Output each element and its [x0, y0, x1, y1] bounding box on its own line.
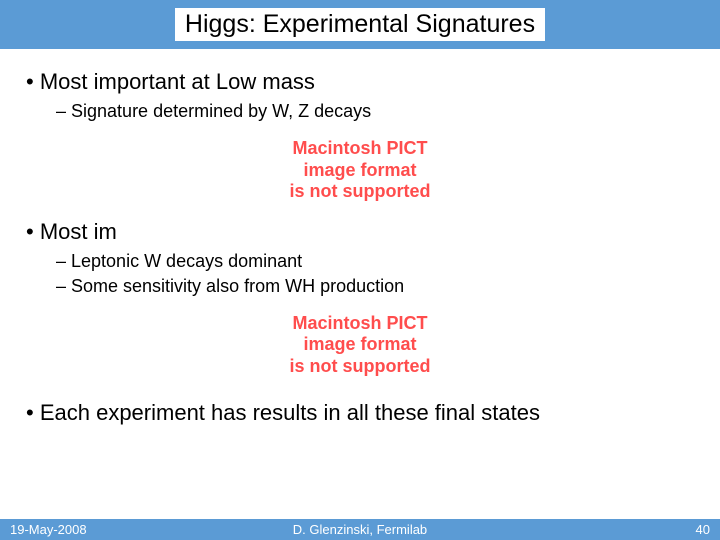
footer-bar: 19-May-2008 D. Glenzinski, Fermilab 40 [0, 519, 720, 540]
error-line: Macintosh PICT [230, 138, 490, 160]
pict-error-1: Macintosh PICT image format is not suppo… [230, 138, 490, 203]
footer-date: 19-May-2008 [10, 522, 243, 537]
footer-page-number: 40 [477, 522, 710, 537]
error-line: is not supported [230, 356, 490, 378]
subbullet-wh-production: Some sensitivity also from WH production [16, 274, 720, 299]
error-line: image format [230, 160, 490, 182]
bullet-low-mass: Most important at Low mass [16, 63, 720, 99]
page-title: Higgs: Experimental Signatures [175, 8, 545, 41]
slide-content: Most important at Low mass Signature det… [0, 49, 720, 430]
error-line: is not supported [230, 181, 490, 203]
subbullet-leptonic: Leptonic W decays dominant [16, 249, 720, 274]
bullet-each-experiment: Each experiment has results in all these… [16, 394, 720, 430]
error-line: Macintosh PICT [230, 313, 490, 335]
footer-author: D. Glenzinski, Fermilab [243, 522, 476, 537]
pict-error-2: Macintosh PICT image format is not suppo… [230, 313, 490, 378]
error-line: image format [230, 334, 490, 356]
subbullet-signature: Signature determined by W, Z decays [16, 99, 720, 124]
title-bar: Higgs: Experimental Signatures [0, 0, 720, 49]
bullet-most-im: Most im [16, 213, 720, 249]
